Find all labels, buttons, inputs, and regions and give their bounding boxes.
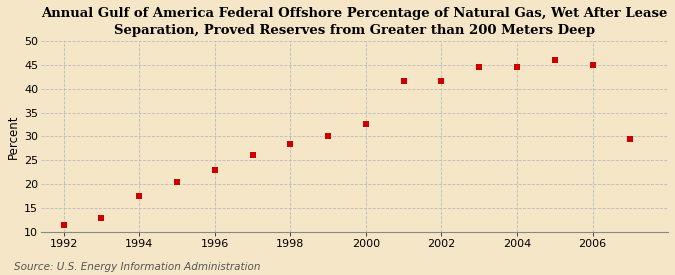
Point: [398, 79, 409, 84]
Point: [209, 167, 220, 172]
Point: [247, 153, 258, 158]
Point: [171, 180, 182, 184]
Point: [549, 58, 560, 62]
Text: Source: U.S. Energy Information Administration: Source: U.S. Energy Information Administ…: [14, 262, 260, 272]
Point: [436, 79, 447, 84]
Point: [323, 134, 333, 139]
Point: [134, 194, 144, 198]
Point: [285, 141, 296, 146]
Point: [58, 222, 69, 227]
Title: Annual Gulf of America Federal Offshore Percentage of Natural Gas, Wet After Lea: Annual Gulf of America Federal Offshore …: [41, 7, 668, 37]
Point: [512, 65, 522, 69]
Y-axis label: Percent: Percent: [7, 114, 20, 159]
Point: [587, 62, 598, 67]
Point: [360, 122, 371, 127]
Point: [96, 215, 107, 220]
Point: [474, 65, 485, 69]
Point: [625, 137, 636, 141]
